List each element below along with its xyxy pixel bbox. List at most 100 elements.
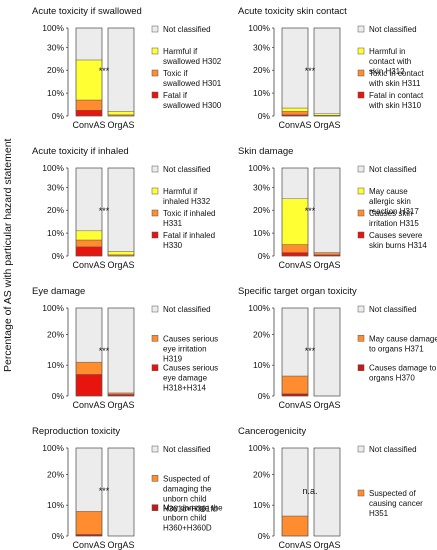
bar-outline <box>107 27 135 117</box>
y-tick-label: 10% <box>47 500 64 510</box>
x-tick-label: OrgAS <box>313 120 340 130</box>
y-tick-label: 10% <box>253 88 270 98</box>
significance-label: *** <box>99 346 110 356</box>
bar-segment <box>75 59 103 101</box>
legend-swatch <box>357 165 365 173</box>
bar-outline <box>281 167 309 257</box>
chart-panel: Specific target organ toxicity 0% 10% 20% 10… <box>238 286 437 410</box>
y-tick-label: 20% <box>253 65 270 75</box>
y-tick-label: 0% <box>258 251 271 261</box>
legend-swatch <box>357 231 365 239</box>
y-tick-label: 100% <box>248 163 270 173</box>
y-tick-label: 100% <box>42 303 64 313</box>
legend-label: Causes damage to <box>369 364 437 373</box>
bar-outline <box>281 307 309 397</box>
y-tick-label: 20% <box>47 469 64 479</box>
x-tick-label: OrgAS <box>313 540 340 550</box>
legend-label: organs H370 <box>369 374 415 383</box>
chart-title: Acute toxicity skin contact <box>238 6 347 17</box>
legend-label: unborn child <box>163 494 207 503</box>
legend-swatch <box>357 335 365 342</box>
bar-outline <box>313 447 341 537</box>
legend-label: Causes serious <box>163 334 218 343</box>
legend-label: H330 <box>163 241 183 250</box>
legend-label: allergic skin <box>369 197 411 206</box>
legend-label: Harmful if <box>163 187 198 196</box>
bar-outline <box>75 447 103 537</box>
bar-segment <box>75 374 103 397</box>
y-tick-label: 20% <box>47 329 64 339</box>
legend-label: Suspected of <box>163 474 210 483</box>
legend-label: Not classified <box>369 25 417 34</box>
legend-label: Not classified <box>163 165 211 174</box>
legend-swatch <box>151 305 159 313</box>
legend-label: Not classified <box>369 165 417 174</box>
legend-label: H331 <box>163 219 183 228</box>
legend-swatch <box>151 47 159 55</box>
legend-label: irritation H315 <box>369 219 419 228</box>
chart-panel: Acute toxicity skin contact 0% 10% 20% 30% 10… <box>238 6 424 130</box>
bar-segment <box>75 511 103 535</box>
chart-title: Eye damage <box>32 286 85 297</box>
y-tick-label: 30% <box>47 182 64 192</box>
y-tick-label: 20% <box>47 205 64 215</box>
legend-label: eye damage <box>163 374 208 383</box>
bar-segment <box>281 307 309 377</box>
y-tick-label: 30% <box>47 42 64 52</box>
legend-swatch <box>357 305 365 313</box>
significance-label: *** <box>305 206 316 216</box>
legend-label: to organs H371 <box>369 344 424 353</box>
significance-label: *** <box>99 486 110 496</box>
bar-segment <box>281 393 309 397</box>
legend-label: Toxic in contact <box>369 69 424 78</box>
bar-outline <box>313 307 341 397</box>
chart-title: Acute toxicity if swallowed <box>32 6 142 17</box>
bar-segment <box>75 361 103 375</box>
y-tick-label: 100% <box>248 23 270 33</box>
legend-label: Not classified <box>163 445 211 454</box>
legend-swatch <box>357 69 365 77</box>
chart-panel: Cancerogenicity 0% 10% 20% 100% ConvAS OrgAS n.… <box>238 426 423 550</box>
legend-swatch <box>151 445 159 453</box>
bar-segment <box>75 307 103 363</box>
legend-swatch <box>357 489 365 497</box>
x-tick-label: OrgAS <box>107 400 134 410</box>
bar-segment <box>107 251 135 256</box>
legend-label: Fatal if inhaled <box>163 231 215 240</box>
legend-swatch <box>151 69 159 77</box>
bar-segment <box>75 167 103 232</box>
legend-label: eye irritation <box>163 344 207 353</box>
legend-label: May cause <box>369 187 408 196</box>
legend-label: Toxic if <box>163 69 188 78</box>
legend-label: Toxic if inhaled <box>163 209 215 218</box>
x-tick-label: ConvAS <box>278 120 311 130</box>
legend-label: skin burns H314 <box>369 241 427 250</box>
x-tick-label: OrgAS <box>107 260 134 270</box>
x-tick-label: OrgAS <box>313 260 340 270</box>
chart-panel: Eye damage 0% 10% 20% 100% ConvAS OrgAS *** Not … <box>32 286 218 410</box>
legend-label: reaction H317 <box>369 207 419 216</box>
y-tick-label: 100% <box>248 303 270 313</box>
bar-segment <box>281 447 309 517</box>
y-tick-label: 20% <box>253 329 270 339</box>
bar-segment <box>75 230 103 241</box>
bar-segment <box>75 27 103 61</box>
legend-label: damaging the <box>163 484 212 493</box>
x-tick-label: ConvAS <box>72 260 105 270</box>
legend-label: Causes severe <box>369 231 423 240</box>
legend-swatch <box>357 364 365 371</box>
y-tick-label: 30% <box>253 42 270 52</box>
chart-title: Cancerogenicity <box>238 426 306 437</box>
legend-label: Harmful if <box>163 47 198 56</box>
bar-segment <box>313 447 341 537</box>
bar-segment <box>313 27 341 114</box>
legend-swatch <box>151 335 159 342</box>
legend-label: H360+H360D <box>163 524 212 533</box>
y-tick-label: 30% <box>253 182 270 192</box>
bar-segment <box>281 167 309 199</box>
legend-swatch <box>151 91 159 99</box>
bar-segment <box>107 392 135 395</box>
legend-swatch <box>151 187 159 195</box>
bar-segment <box>107 27 135 112</box>
bar-segment <box>75 447 103 512</box>
